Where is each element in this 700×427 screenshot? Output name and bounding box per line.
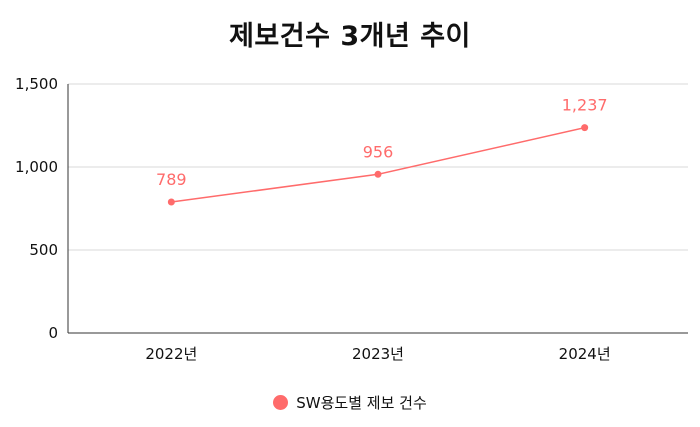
y-tick-label: 500 <box>29 241 58 259</box>
chart-title: 제보건수 3개년 추이 <box>229 21 471 52</box>
data-label: 1,237 <box>562 96 608 115</box>
legend: SW용도별 제보 건수 <box>0 392 700 413</box>
data-point <box>374 170 382 178</box>
x-tick-label: 2024년 <box>559 345 611 363</box>
data-point <box>167 198 175 206</box>
legend-swatch <box>273 395 289 410</box>
y-tick-label: 1,500 <box>15 75 58 93</box>
series-line <box>171 126 585 203</box>
data-label: 956 <box>363 142 394 161</box>
x-tick-label: 2022년 <box>145 345 197 363</box>
y-tick-label: 0 <box>48 324 58 342</box>
data-point <box>581 124 589 132</box>
legend-label: SW용도별 제보 건수 <box>296 394 427 412</box>
x-tick-label: 2023년 <box>352 345 404 363</box>
y-tick-label: 1,000 <box>15 158 58 176</box>
data-label: 789 <box>156 170 187 189</box>
